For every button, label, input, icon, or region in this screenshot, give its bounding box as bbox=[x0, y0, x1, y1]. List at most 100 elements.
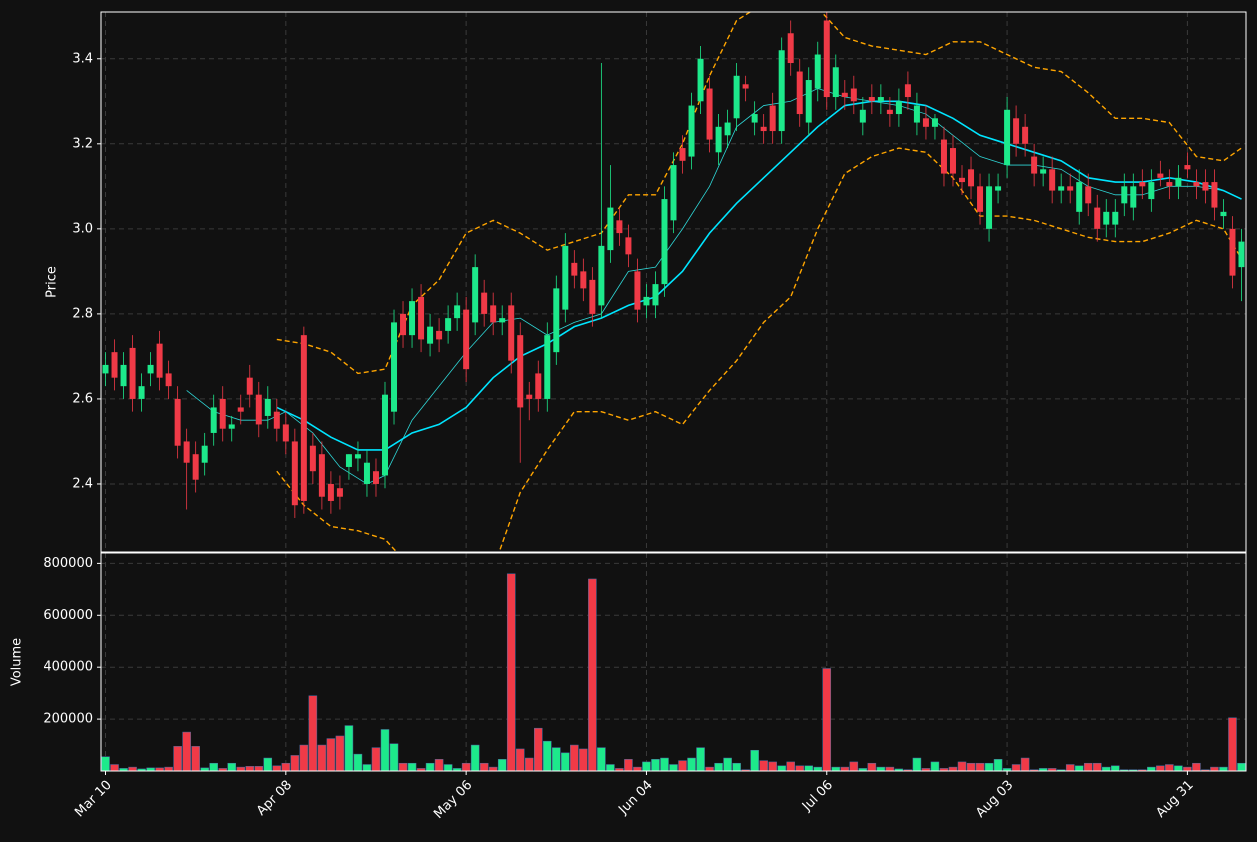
candle-body bbox=[1031, 156, 1038, 174]
volume-bar bbox=[497, 759, 507, 772]
candle-body bbox=[544, 335, 551, 399]
candle-body bbox=[706, 88, 713, 140]
volume-bar bbox=[272, 765, 282, 772]
candle-body bbox=[643, 296, 650, 306]
grid-layer bbox=[101, 12, 1246, 771]
candle-body bbox=[562, 245, 569, 310]
volume-bar bbox=[254, 766, 264, 772]
volume-bar bbox=[867, 762, 877, 772]
volume-frame bbox=[100, 552, 1247, 772]
candle-body bbox=[219, 398, 226, 429]
candle-body bbox=[986, 186, 993, 229]
candle-body bbox=[724, 122, 731, 136]
y-tick-label: 2.4 bbox=[72, 476, 93, 491]
candle-body bbox=[526, 394, 533, 399]
candle-body bbox=[499, 318, 506, 323]
candle-body bbox=[949, 148, 956, 174]
candle-body bbox=[300, 335, 307, 501]
volume-bar bbox=[975, 762, 985, 772]
candle-body bbox=[228, 424, 235, 429]
candle-body bbox=[1166, 182, 1173, 187]
candle-body bbox=[1076, 182, 1083, 212]
candle-body bbox=[246, 377, 253, 395]
candle-body bbox=[598, 245, 605, 306]
candle-body bbox=[868, 97, 875, 102]
volume-bar bbox=[552, 747, 561, 772]
candle-body bbox=[156, 343, 163, 378]
volume-bar bbox=[1065, 764, 1075, 772]
volume-bar bbox=[434, 759, 444, 772]
candle-body bbox=[1139, 182, 1146, 187]
candle-body bbox=[309, 445, 316, 472]
volume-bar bbox=[633, 766, 642, 772]
volume-bar bbox=[515, 748, 525, 772]
volume-bar bbox=[687, 757, 696, 772]
y-tick-label: 200000 bbox=[43, 712, 93, 727]
volume-bar bbox=[561, 752, 570, 772]
candle-body bbox=[391, 322, 398, 412]
volume-bar bbox=[831, 766, 841, 772]
candle-body bbox=[634, 271, 641, 310]
volume-bar bbox=[128, 766, 137, 772]
candle-body bbox=[237, 407, 244, 412]
volume-bar bbox=[669, 764, 678, 772]
volume-bar bbox=[182, 731, 191, 772]
volume-bar bbox=[1192, 762, 1201, 772]
candle-body bbox=[805, 80, 812, 123]
candle-body bbox=[995, 186, 1002, 191]
candle-body bbox=[913, 105, 920, 123]
volume-bar bbox=[362, 764, 372, 772]
overlay-line bbox=[276, 12, 1242, 375]
candle-body bbox=[859, 109, 866, 123]
candle-body bbox=[580, 271, 587, 289]
candle-body bbox=[877, 97, 884, 102]
candle-body bbox=[1184, 165, 1191, 170]
y-axis-label: Price bbox=[45, 266, 60, 298]
volume-bar bbox=[534, 727, 543, 772]
candle-body bbox=[652, 284, 659, 306]
volume-bar bbox=[110, 764, 119, 772]
volume-bar bbox=[1183, 766, 1192, 772]
candle-body bbox=[1022, 126, 1029, 144]
candle-body bbox=[436, 330, 443, 340]
volume-bar bbox=[1237, 762, 1246, 772]
candle-body bbox=[381, 394, 388, 476]
volume-bar bbox=[759, 760, 768, 772]
candle-body bbox=[922, 118, 929, 127]
candle-body bbox=[174, 398, 181, 446]
candle-body bbox=[1211, 182, 1218, 208]
candle-body bbox=[481, 292, 488, 314]
volume-bar bbox=[227, 762, 236, 772]
candle-body bbox=[165, 373, 172, 387]
volume-bar bbox=[389, 743, 399, 772]
y-tick-label: 2.8 bbox=[72, 306, 93, 321]
volume-bar bbox=[822, 668, 832, 772]
candle-body bbox=[255, 394, 262, 425]
volume-bar bbox=[371, 747, 381, 772]
volume-bar bbox=[597, 747, 606, 772]
candle-body bbox=[832, 67, 839, 98]
candle-body bbox=[850, 88, 857, 102]
candle-body bbox=[688, 105, 695, 157]
volume-bar bbox=[425, 762, 435, 772]
candle-body bbox=[318, 454, 325, 497]
volume-bar bbox=[164, 766, 173, 772]
candle-body bbox=[1085, 186, 1092, 204]
candle-body bbox=[1049, 169, 1056, 191]
candle-body bbox=[120, 364, 127, 387]
candle-body bbox=[715, 126, 722, 153]
candle-body bbox=[1058, 186, 1065, 191]
candle-body bbox=[904, 84, 911, 98]
candle-body bbox=[751, 114, 758, 123]
candle-body bbox=[1112, 211, 1119, 225]
volume-bar bbox=[479, 762, 489, 772]
candle-body bbox=[886, 109, 893, 115]
volume-axis-label: Volume bbox=[10, 638, 25, 686]
candle-body bbox=[535, 373, 542, 399]
candle-body bbox=[463, 309, 470, 370]
candle-body bbox=[1157, 173, 1164, 178]
candle-body bbox=[679, 148, 686, 161]
volume-bar bbox=[1111, 765, 1120, 772]
candle-body bbox=[661, 199, 668, 285]
